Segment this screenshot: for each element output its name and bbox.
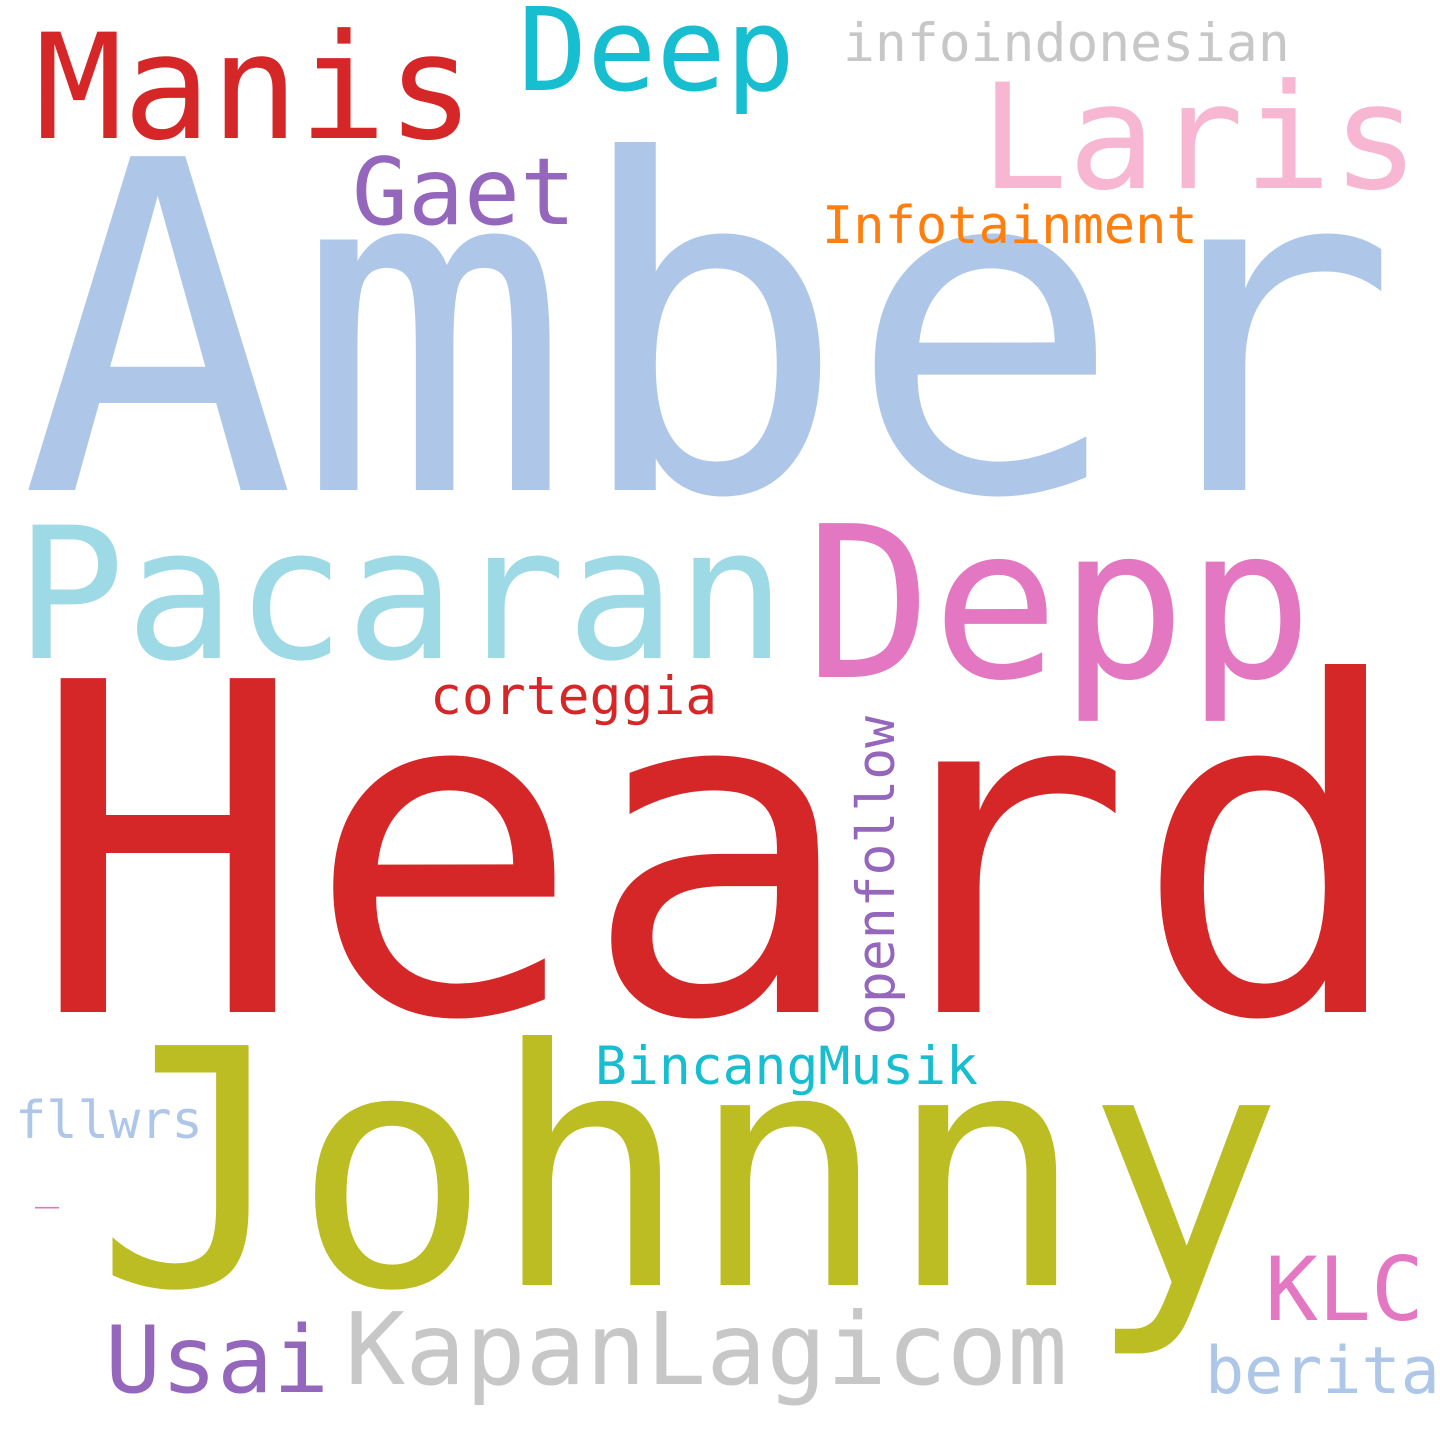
word-pacaran: Pacaran bbox=[15, 488, 787, 702]
word-amber: Amber bbox=[20, 66, 1399, 600]
word-berita: berita bbox=[1205, 1333, 1440, 1409]
word-gaet: Gaet bbox=[352, 137, 576, 246]
word-bincangmusik: BincangMusik bbox=[595, 1035, 978, 1097]
word-klc: KLC bbox=[1265, 1238, 1424, 1342]
word-johnny: Johnny bbox=[95, 980, 1284, 1364]
word-fllwrs: fllwrs bbox=[15, 1090, 203, 1151]
word-corteggia: corteggia bbox=[430, 665, 718, 727]
word-openfollow: openfollow bbox=[846, 715, 907, 1035]
word-heard: Heard bbox=[30, 588, 1409, 1122]
word-infotainment: Infotainment bbox=[822, 195, 1198, 256]
word-infoindonesian: infoindonesian bbox=[843, 12, 1290, 74]
word-kapanlagicom: KapanLagicom bbox=[345, 1291, 1068, 1408]
word-manis: Manis bbox=[35, 3, 475, 174]
word-dash: _ bbox=[35, 1163, 60, 1209]
word-laris: Laris bbox=[980, 53, 1420, 224]
word-depp: Depp bbox=[805, 480, 1314, 727]
word-deep: Deep bbox=[518, 0, 795, 118]
word-usai: Usai bbox=[105, 1305, 329, 1414]
